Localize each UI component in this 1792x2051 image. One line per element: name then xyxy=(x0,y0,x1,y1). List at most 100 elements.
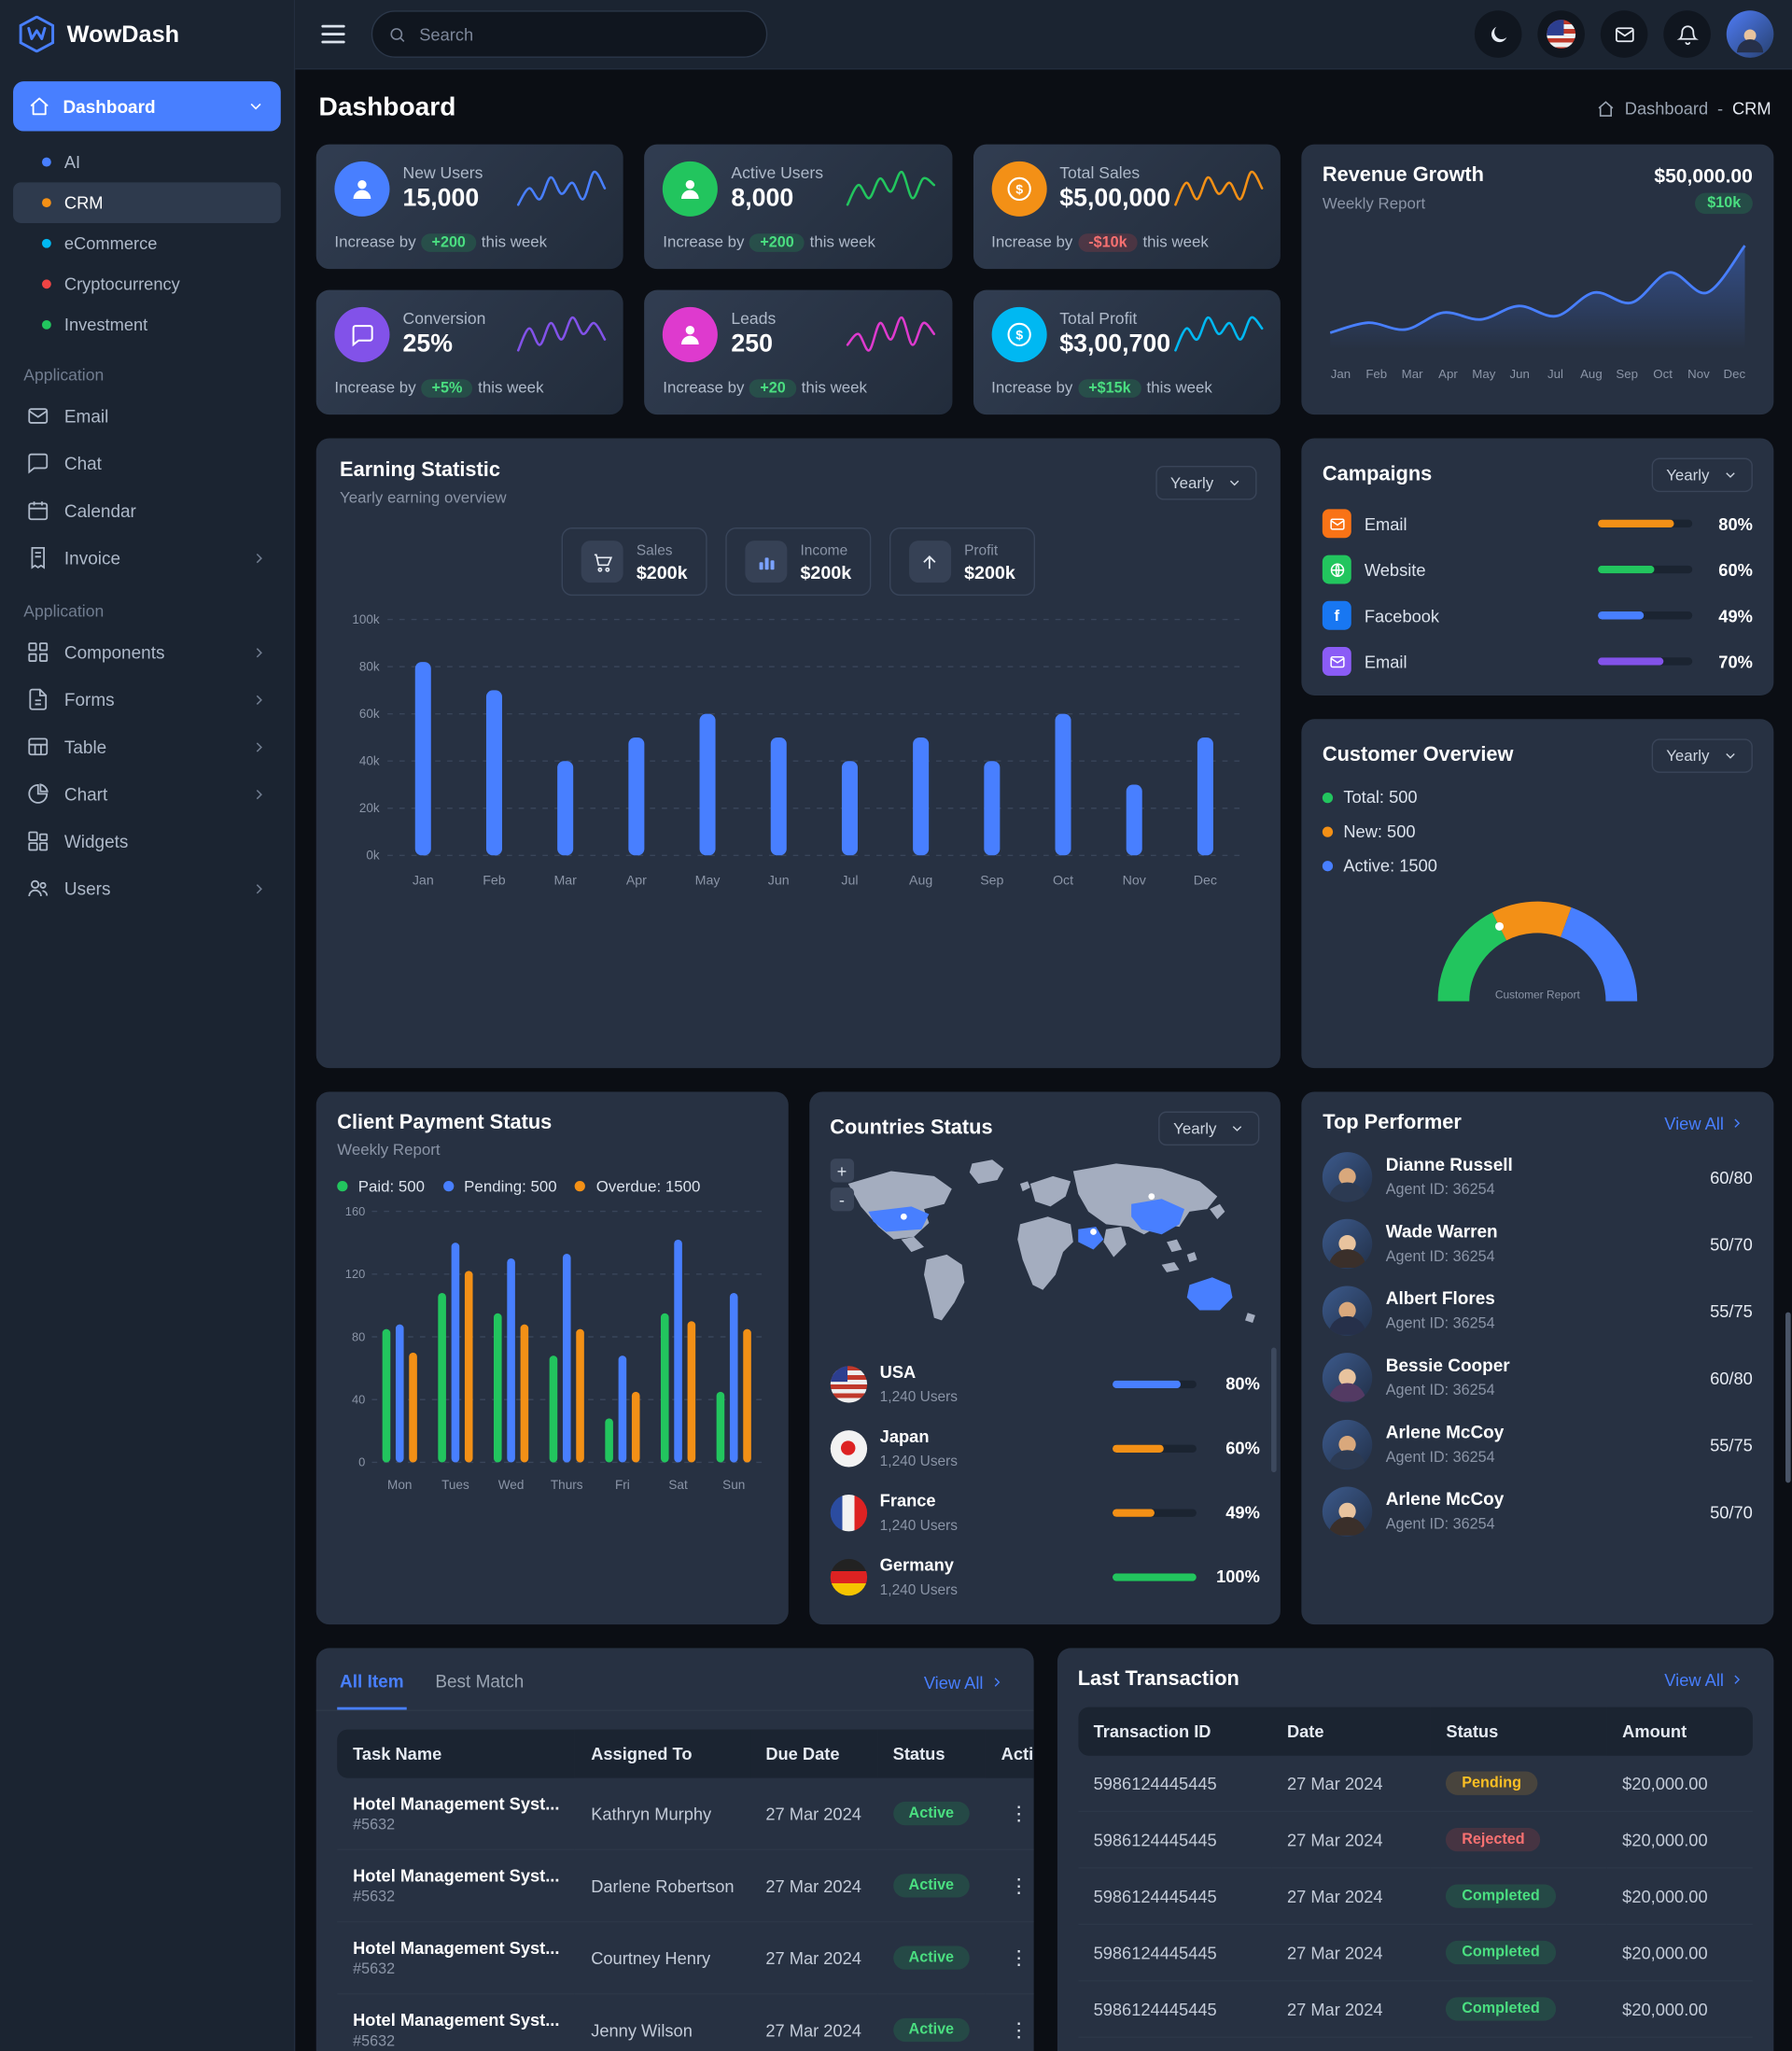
sidebar-toggle-button[interactable] xyxy=(316,20,351,49)
card-title: Customer Overview xyxy=(1322,743,1514,766)
row-actions-button[interactable]: ⋮ xyxy=(1001,1871,1033,1900)
tasks-card: All Item Best Match View All Task Name A… xyxy=(315,1648,1033,2051)
card-title: Revenue Growth xyxy=(1322,163,1484,187)
breadcrumb-home[interactable]: Dashboard xyxy=(1624,98,1709,119)
language-flag-button[interactable] xyxy=(1537,10,1585,58)
sidebar: WowDash Dashboard AI CRM eCommerce Crypt… xyxy=(0,0,296,2051)
notifications-button[interactable] xyxy=(1663,10,1711,58)
avatar xyxy=(1323,1419,1373,1470)
chevron-down-icon xyxy=(250,103,261,110)
tab-best-match[interactable]: Best Match xyxy=(433,1666,527,1709)
task-assignee: Jenny Wilson xyxy=(575,1993,750,2051)
sidebar-item-forms[interactable]: Forms xyxy=(13,676,281,723)
progress-track xyxy=(1113,1380,1197,1388)
yearly-select[interactable]: Yearly xyxy=(1651,457,1753,493)
svg-text:$: $ xyxy=(1015,183,1023,198)
svg-text:Jun: Jun xyxy=(1509,367,1529,381)
svg-text:160: 160 xyxy=(345,1204,365,1218)
germany-flag-icon xyxy=(830,1558,867,1595)
page-scrollbar-thumb[interactable] xyxy=(1785,1312,1791,1483)
row-actions-button[interactable]: ⋮ xyxy=(1001,1944,1033,1973)
sidebar-item-ai[interactable]: AI xyxy=(13,142,281,183)
progress-track xyxy=(1113,1572,1197,1581)
tab-all-item[interactable]: All Item xyxy=(337,1666,407,1710)
earning-bar-chart: 100k 80k 60k 40k 20k 0k Jan Feb Mar Apr May Jun Jul A… xyxy=(352,612,1241,889)
messages-button[interactable] xyxy=(1600,10,1648,58)
stat-card-active-users: Active Users 8,000 Increase by +200 this w… xyxy=(644,144,952,270)
country-percent: 49% xyxy=(1225,1502,1260,1523)
task-name: Hotel Management Syst... xyxy=(353,1865,560,1886)
sidebar-item-chat[interactable]: Chat xyxy=(13,440,281,487)
sidebar-item-ecommerce[interactable]: eCommerce xyxy=(13,223,281,264)
svg-text:Jul: Jul xyxy=(841,874,858,889)
row-actions-button[interactable]: ⋮ xyxy=(1001,2016,1033,2044)
sidebar-item-email[interactable]: Email xyxy=(13,392,281,440)
performer-agent-id: Agent ID: 36254 xyxy=(1385,1182,1495,1199)
scrollbar-thumb[interactable] xyxy=(1271,1347,1278,1473)
svg-text:Mar: Mar xyxy=(553,874,577,889)
progress-track xyxy=(1598,611,1693,620)
sales-summary-box: Sales $200k xyxy=(561,527,707,597)
sidebar-item-table[interactable]: Table xyxy=(13,723,281,770)
sidebar-item-cryptocurrency[interactable]: Cryptocurrency xyxy=(13,264,281,305)
chevron-right-icon xyxy=(993,1678,1000,1687)
performer-name: Arlene McCoy xyxy=(1385,1489,1505,1510)
avatar xyxy=(1323,1218,1373,1270)
svg-text:Jul: Jul xyxy=(1547,367,1563,381)
yearly-select[interactable]: Yearly xyxy=(1158,1111,1260,1146)
sidebar-item-chart[interactable]: Chart xyxy=(13,770,281,818)
svg-text:May: May xyxy=(1472,367,1495,381)
home-icon xyxy=(30,97,49,116)
revenue-amount: $50,000.00 xyxy=(1654,164,1753,188)
sidebar-item-components[interactable]: Components xyxy=(13,628,281,676)
revenue-growth-card: Revenue Growth $50,000.00 Weekly Report … xyxy=(1301,144,1774,415)
sparkline-chart xyxy=(1174,316,1264,352)
performer-score: 60/80 xyxy=(1710,1368,1753,1388)
sidebar-nav: Dashboard AI CRM eCommerce Cryptocurrenc… xyxy=(0,68,294,925)
yearly-select[interactable]: Yearly xyxy=(1155,465,1257,500)
sidebar-item-calend​ar[interactable]: Calendar xyxy=(13,486,281,534)
section-label: Application xyxy=(23,602,105,621)
transactions-table: Transaction ID Date Status Amount 598612… xyxy=(1077,1707,1753,2038)
status-badge: Completed xyxy=(1446,1997,1556,2021)
dashboard-submenu: AI CRM eCommerce Cryptocurrency Investme… xyxy=(13,142,281,345)
user-avatar-button[interactable] xyxy=(1726,10,1774,58)
svg-text:Sep: Sep xyxy=(980,874,1003,889)
mail-icon xyxy=(1322,646,1351,676)
zoom-in-button[interactable]: + xyxy=(830,1159,854,1183)
sidebar-item-crm[interactable]: CRM xyxy=(13,182,281,223)
summary-value: $200k xyxy=(964,561,1015,583)
brand-logo[interactable]: WowDash xyxy=(0,0,294,68)
usa-flag-icon xyxy=(1547,20,1576,49)
trend-badge: +200 xyxy=(749,233,805,252)
row-actions-button[interactable]: ⋮ xyxy=(1001,1799,1033,1828)
bullet-dot xyxy=(41,157,51,167)
sidebar-item-label: CRM xyxy=(63,192,104,213)
chevron-right-icon xyxy=(256,647,262,657)
country-users: 1,240 Users xyxy=(879,1517,959,1534)
bell-icon xyxy=(1675,24,1699,45)
performer-score: 60/80 xyxy=(1710,1167,1753,1187)
svg-text:$: $ xyxy=(1015,329,1023,344)
sidebar-item-users[interactable]: Users xyxy=(13,864,281,912)
brand-name: WowDash xyxy=(66,20,180,47)
chat-icon xyxy=(28,453,49,474)
view-all-link[interactable]: View All xyxy=(916,1671,1012,1706)
client-payment-card: Client Payment Status Weekly Report Paid… xyxy=(315,1091,789,1625)
sidebar-item-invoice[interactable]: Invoice xyxy=(13,534,281,582)
search-input[interactable] xyxy=(416,22,751,46)
sidebar-item-dashboard[interactable]: Dashboard xyxy=(13,81,281,132)
sidebar-item-investment[interactable]: Investment xyxy=(13,304,281,345)
yearly-select[interactable]: Yearly xyxy=(1651,738,1753,773)
bar-chart-icon xyxy=(745,541,788,583)
transaction-amount: $20,000.00 xyxy=(1606,1980,1753,2038)
world-map[interactable]: + - xyxy=(830,1154,1260,1343)
zoom-out-button[interactable]: - xyxy=(830,1187,854,1212)
sidebar-item-widgets[interactable]: Widgets xyxy=(13,818,281,865)
avatar xyxy=(1323,1152,1373,1202)
sidebar-item-label: AI xyxy=(63,152,81,173)
theme-toggle-button[interactable] xyxy=(1474,10,1522,58)
performer-name: Arlene McCoy xyxy=(1385,1422,1505,1442)
view-all-link[interactable]: View All xyxy=(1657,1668,1753,1691)
view-all-link[interactable]: View All xyxy=(1657,1112,1753,1134)
